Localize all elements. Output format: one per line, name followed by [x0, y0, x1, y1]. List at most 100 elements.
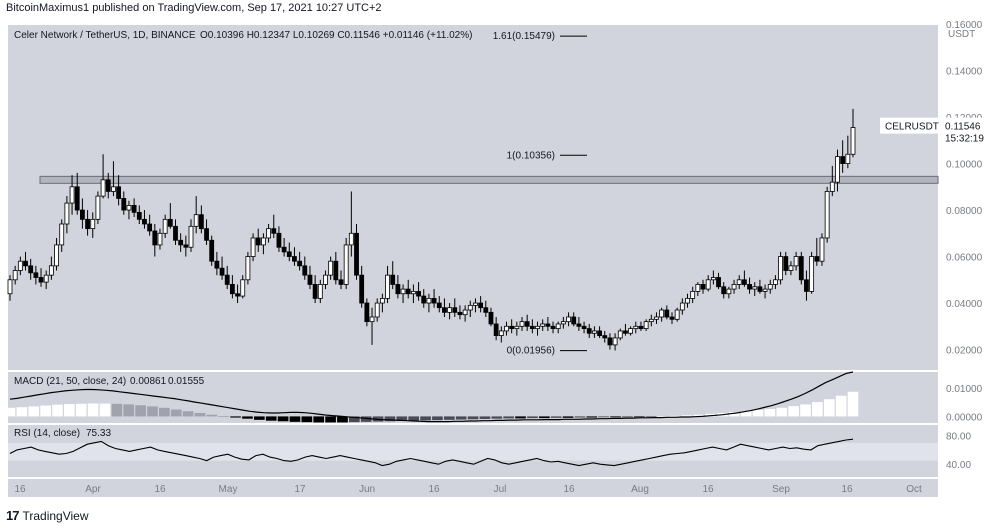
macd-histogram-bar [610, 416, 621, 418]
candle-body [592, 330, 597, 334]
candle-body [111, 186, 116, 192]
candle-body [602, 335, 608, 339]
candle-body [633, 325, 639, 330]
candle-body [323, 274, 328, 285]
candle-body [540, 323, 546, 327]
candle-body [462, 309, 468, 316]
candle-body [710, 277, 716, 281]
candle-body [473, 302, 478, 306]
candle-body [700, 284, 706, 290]
macd-histogram-bar [633, 416, 645, 418]
macd-histogram-bar [443, 416, 455, 420]
countdown-label: 15:32:19 [945, 134, 984, 145]
macd-histogram-bar [360, 416, 372, 422]
x-tick-label: 16 [841, 484, 853, 495]
candle-body [410, 291, 416, 295]
macd-histogram-bar [87, 403, 99, 417]
candle-body [266, 228, 271, 239]
candle-body [535, 325, 540, 330]
candle-body [726, 288, 732, 295]
candle-body [95, 195, 101, 220]
macd-histogram-bar [645, 416, 657, 418]
candle-body [343, 244, 349, 285]
price-tick-label: 0.02000 [946, 346, 983, 357]
candle-body [452, 307, 458, 313]
macd-histogram-bar [194, 412, 206, 417]
candle-body [783, 256, 789, 271]
fib-level-label: 1(0.10356) [507, 150, 555, 161]
macd-histogram-bar [99, 403, 111, 417]
macd-histogram-bar [788, 406, 799, 417]
candle-body [814, 256, 820, 262]
candle-body [224, 274, 230, 285]
macd-histogram-bar [313, 416, 325, 423]
candle-body [183, 244, 189, 248]
candle-body [328, 260, 334, 276]
candle-body [654, 316, 659, 320]
candle-body [302, 265, 308, 276]
candle-body [835, 156, 840, 183]
candle-body [809, 256, 815, 292]
candle-body [359, 274, 365, 304]
candle-body [488, 311, 494, 325]
candle-body [695, 284, 701, 292]
candle-body [167, 218, 173, 227]
macd-histogram-bar [800, 404, 811, 417]
candle-body [829, 181, 835, 192]
candle-body [638, 325, 644, 330]
symbol-tag: CELRUSDT [885, 122, 939, 133]
candle-body [550, 325, 556, 330]
x-tick-label: Aug [631, 484, 649, 495]
candle-body [648, 318, 654, 323]
macd-histogram-bar [123, 404, 135, 417]
candle-body [54, 244, 59, 267]
candle-body [576, 323, 582, 327]
price-tick-label: 0.14000 [946, 67, 983, 78]
chart-canvas[interactable]: Celer Network / TetherUS, 1D, BINANCE O0.… [0, 20, 1000, 500]
price-pane-bg [8, 25, 938, 370]
macd-histogram-bar [562, 416, 574, 418]
candle-body [74, 186, 80, 211]
candle-body [219, 267, 225, 276]
candle-body [509, 325, 515, 330]
candle-body [157, 232, 163, 246]
x-tick-label: Jun [359, 484, 375, 495]
macd-histogram-bar [752, 410, 764, 417]
macd-histogram-bar [479, 416, 491, 419]
candle-body [405, 288, 411, 295]
macd-histogram-bar [527, 416, 538, 419]
candle-body [426, 297, 432, 304]
candle-body [12, 270, 18, 281]
macd-histogram-bar [586, 416, 598, 418]
candle-body [271, 228, 277, 234]
candle-body [721, 286, 727, 295]
price-tick-label: 0.10000 [946, 160, 983, 171]
macd-histogram-bar [277, 416, 289, 422]
macd-histogram-bar [622, 416, 633, 418]
footer-brand[interactable]: TradingView [22, 508, 89, 523]
candle-body [819, 237, 825, 262]
macd-histogram-bar [598, 416, 609, 418]
macd-histogram-bar [776, 407, 788, 417]
candle-body [804, 279, 809, 292]
candle-body [674, 309, 680, 320]
macd-histogram-bar [337, 416, 348, 423]
candle-body [586, 328, 592, 334]
macd-histogram-bar [432, 416, 443, 421]
candle-body [142, 218, 147, 225]
macd-histogram-bar [467, 416, 479, 420]
candle-body [235, 293, 240, 297]
macd-histogram-bar [681, 415, 693, 417]
candle-body [581, 325, 587, 330]
macd-histogram-bar [396, 416, 408, 421]
candle-body [643, 321, 649, 330]
candle-body [312, 284, 318, 299]
macd-histogram-bar [550, 416, 562, 418]
candle-body [659, 309, 665, 318]
candle-body [850, 127, 856, 155]
macd-histogram-bar [230, 416, 241, 418]
candle-body [560, 321, 566, 325]
candle-body [519, 321, 525, 327]
candle-body [38, 277, 44, 283]
macd-value-label: 0.00861 [130, 376, 167, 387]
